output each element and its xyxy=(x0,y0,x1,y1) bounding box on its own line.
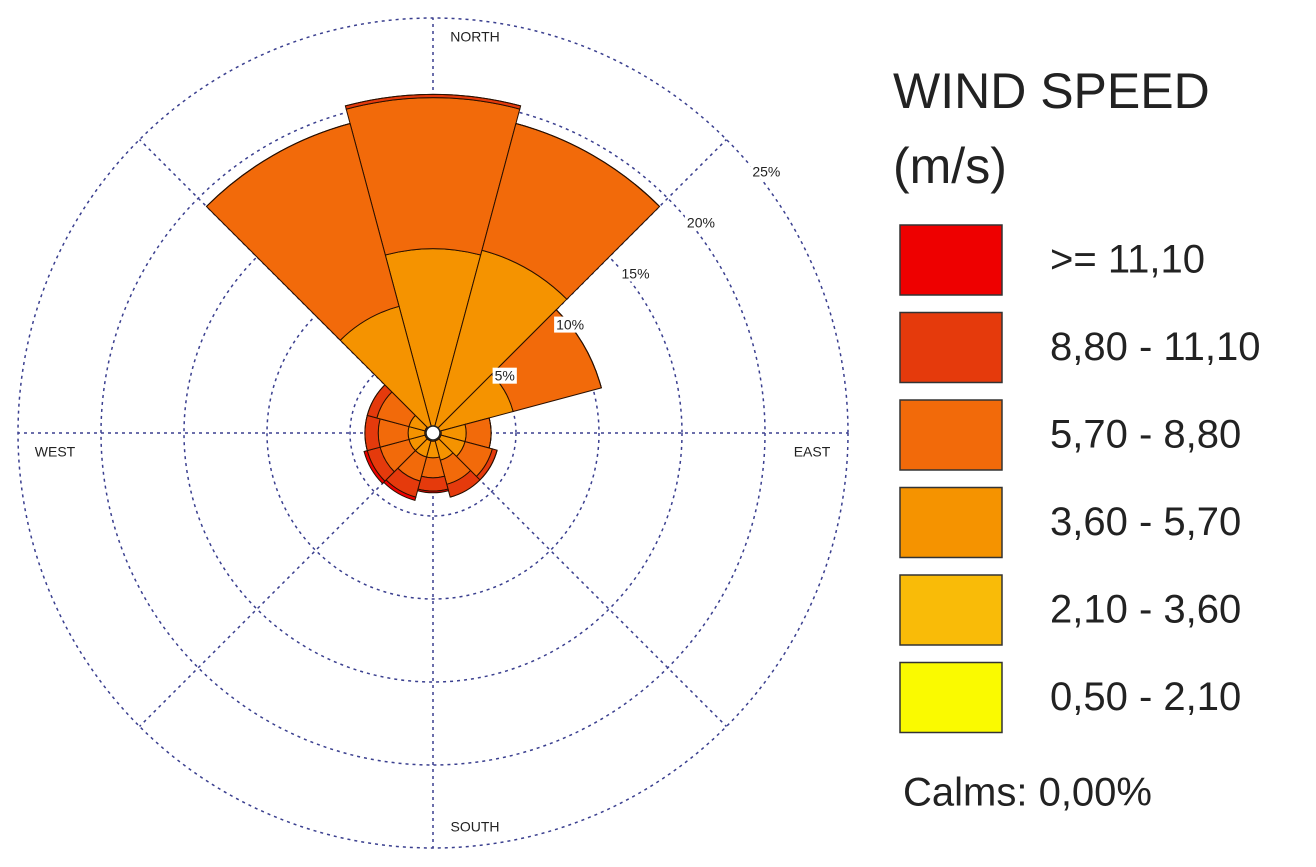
label-background xyxy=(32,443,78,460)
r-tick-label: 10% xyxy=(556,317,584,333)
calms: Calms: 0,00% xyxy=(903,771,1152,815)
spoke xyxy=(432,432,727,727)
legend-label: 3,60 - 5,70 xyxy=(1050,500,1241,544)
rose xyxy=(205,93,661,501)
grid-ring xyxy=(266,266,600,600)
legend-title: WIND SPEED xyxy=(893,63,1210,119)
label-background xyxy=(791,443,833,460)
r-tick-label: 15% xyxy=(622,265,650,281)
center xyxy=(425,425,441,441)
legend-swatch xyxy=(899,399,1003,471)
grid xyxy=(17,17,849,849)
spoke xyxy=(139,432,434,727)
legend-label: 0,50 - 2,10 xyxy=(1050,675,1241,719)
r-tick-label: 20% xyxy=(687,214,715,230)
label-background xyxy=(554,316,587,333)
grid-ring xyxy=(17,17,849,849)
label-background xyxy=(619,265,652,282)
spoke xyxy=(139,139,434,434)
labels: NORTH EAST SOUTH WEST 5% 10% 15% 20% 25% xyxy=(32,28,833,835)
legend-swatch xyxy=(899,486,1003,559)
legend-unit: (m/s) xyxy=(893,138,1007,194)
direction-label: NORTH xyxy=(450,29,500,45)
direction-label: EAST xyxy=(794,444,831,460)
legend-label: 8,80 - 11,10 xyxy=(1050,325,1261,369)
legend-swatch xyxy=(899,224,1003,296)
direction-label: WEST xyxy=(35,444,76,460)
grid-ring xyxy=(349,349,517,517)
sector-segment xyxy=(363,450,386,485)
label-background xyxy=(750,163,783,180)
grid-ring xyxy=(183,183,683,683)
r-tick-label: 5% xyxy=(495,368,515,384)
label-background xyxy=(492,367,517,384)
legend-label: 5,70 - 8,80 xyxy=(1050,413,1241,457)
legend-label: 2,10 - 3,60 xyxy=(1050,588,1241,632)
r-tick-label: 25% xyxy=(752,163,780,179)
label-background xyxy=(448,818,502,835)
sector-segment xyxy=(417,475,449,492)
legend-swatch xyxy=(899,574,1003,646)
direction-label: SOUTH xyxy=(451,819,500,835)
sector-segment xyxy=(364,414,381,452)
spoke xyxy=(432,139,727,434)
legend-swatch xyxy=(899,311,1003,384)
legend-swatch xyxy=(899,661,1003,734)
label-background xyxy=(684,214,717,231)
legend: WIND SPEED (m/s) Calms: 0,00% 0,50 - 2,1… xyxy=(893,63,1261,814)
legend-label: >= 11,10 xyxy=(1050,238,1205,282)
label-background xyxy=(448,28,502,45)
sector-segment xyxy=(345,93,521,107)
sector-segment xyxy=(450,479,481,498)
